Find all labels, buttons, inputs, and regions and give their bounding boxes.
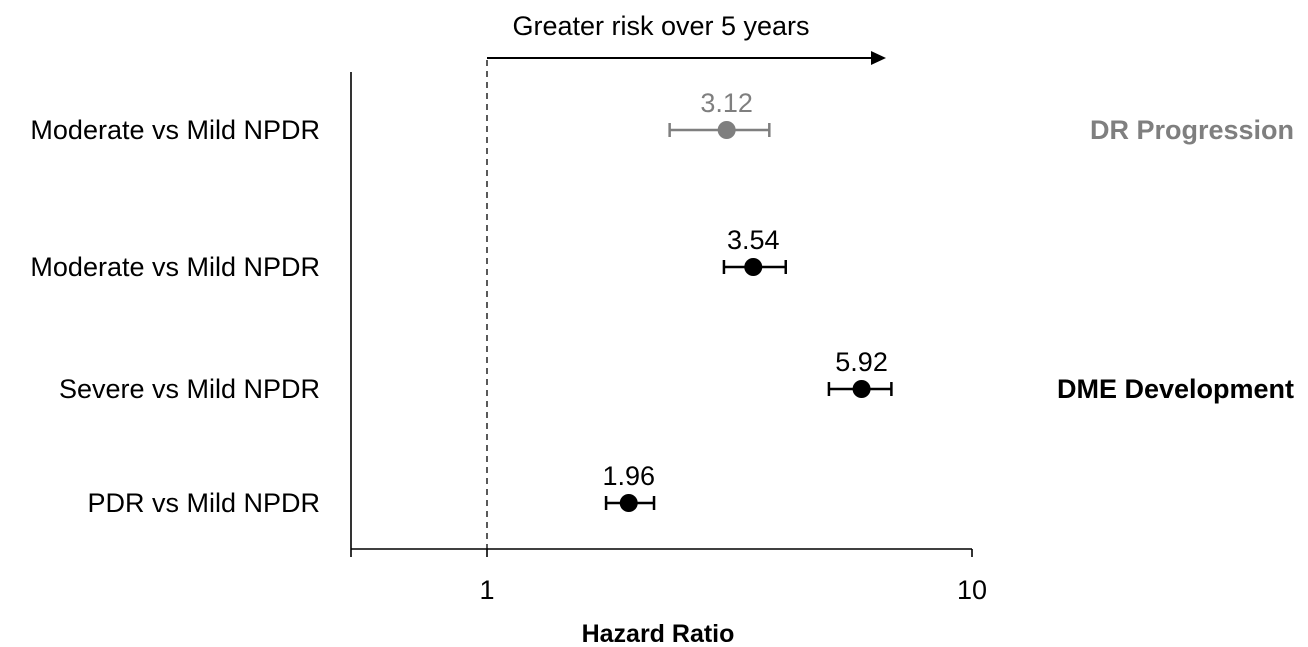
group-label: DR Progression — [1090, 115, 1294, 145]
hr-point — [744, 258, 763, 276]
forest-row: PDR vs Mild NPDR 1.96 — [87, 461, 656, 518]
x-ticks: 1 10 — [350, 549, 987, 605]
direction-arrowhead-icon — [871, 51, 886, 65]
forest-row: Severe vs Mild NPDR 5.92 — [59, 347, 893, 404]
hr-point — [717, 121, 736, 139]
group-label: DME Development — [1057, 374, 1294, 404]
group-labels: DR Progression DME Development — [1057, 115, 1294, 404]
hr-point — [852, 380, 871, 398]
direction-annotation: Greater risk over 5 years — [487, 11, 886, 65]
hr-point — [619, 494, 638, 512]
forest-row: Moderate vs Mild NPDR 3.12 — [30, 88, 771, 145]
x-tick-label: 10 — [957, 575, 987, 605]
row-label: PDR vs Mild NPDR — [87, 488, 320, 518]
hr-data-label: 3.54 — [727, 225, 780, 255]
row-label: Moderate vs Mild NPDR — [30, 252, 320, 282]
x-tick-label: 1 — [479, 575, 494, 605]
hr-data-label: 1.96 — [602, 461, 655, 491]
row-label: Moderate vs Mild NPDR — [30, 115, 320, 145]
row-label: Severe vs Mild NPDR — [59, 374, 320, 404]
forest-row: Moderate vs Mild NPDR 3.54 — [30, 225, 787, 282]
direction-label: Greater risk over 5 years — [512, 11, 809, 41]
x-axis-label: Hazard Ratio — [582, 620, 735, 647]
hr-data-label: 3.12 — [700, 88, 753, 118]
hr-data-label: 5.92 — [835, 347, 888, 377]
